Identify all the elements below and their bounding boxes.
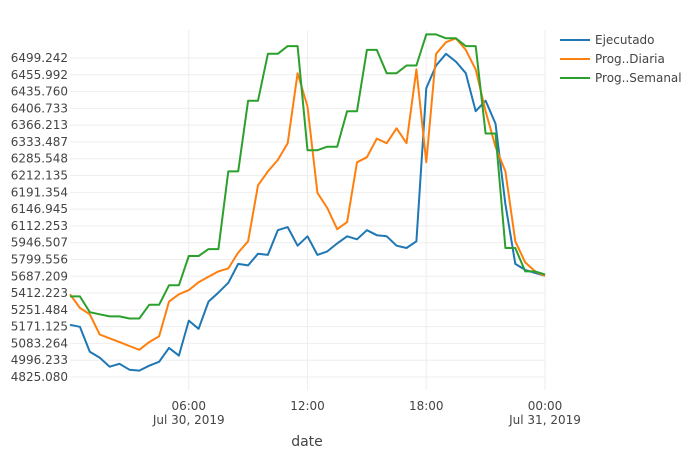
y-tick-label: 5687.209 [11, 269, 68, 283]
grid [70, 30, 546, 390]
x-tick-label: 06:00 [171, 399, 206, 413]
x-axis-title: date [291, 434, 323, 450]
legend-item[interactable]: Ejecutado [560, 33, 655, 47]
y-tick-label: 5799.556 [11, 252, 68, 266]
legend-label: Ejecutado [595, 33, 655, 47]
y-tick-label: 5946.507 [11, 236, 68, 250]
y-axis-ticks: 4825.080 4996.233 5083.264 5171.125 5251.484… [11, 51, 68, 384]
x-tick-sublabel: Jul 31, 2019 [508, 413, 581, 427]
y-tick-label: 6455.992 [11, 68, 68, 82]
legend-item[interactable]: Prog..Semanal [560, 71, 682, 85]
y-tick-label: 6146.945 [11, 202, 68, 216]
y-tick-label: 6499.242 [11, 51, 68, 65]
series-line-ejecutado[interactable] [69, 52, 546, 372]
legend-item[interactable]: Prog..Diaria [560, 52, 665, 66]
y-tick-label: 6112.253 [11, 219, 68, 233]
series-line-prog-diaria[interactable] [69, 37, 546, 351]
y-tick-label: 6435.760 [11, 85, 68, 99]
y-tick-label: 5083.264 [11, 336, 68, 350]
series-lines [69, 33, 546, 372]
y-tick-label: 6406.733 [11, 101, 68, 115]
legend[interactable]: Ejecutado Prog..Diaria Prog..Semanal [560, 33, 682, 85]
y-tick-label: 5171.125 [11, 320, 68, 334]
y-tick-label: 5251.484 [11, 303, 68, 317]
x-tick-label: 18:00 [409, 399, 444, 413]
x-tick-label: 12:00 [290, 399, 325, 413]
x-tick-sublabel: Jul 30, 2019 [152, 413, 225, 427]
y-tick-label: 6191.354 [11, 185, 68, 199]
y-tick-label: 4825.080 [11, 370, 68, 384]
legend-label: Prog..Semanal [595, 71, 682, 85]
y-tick-label: 5412.223 [11, 286, 68, 300]
y-tick-label: 6366.213 [11, 118, 68, 132]
legend-label: Prog..Diaria [595, 52, 665, 66]
y-tick-label: 6212.135 [11, 169, 68, 183]
y-tick-label: 6285.548 [11, 152, 68, 166]
series-line-prog-semanal[interactable] [70, 33, 546, 320]
x-tick-label: 00:00 [528, 399, 563, 413]
y-tick-label: 4996.233 [11, 353, 68, 367]
y-tick-label: 6333.487 [11, 135, 68, 149]
